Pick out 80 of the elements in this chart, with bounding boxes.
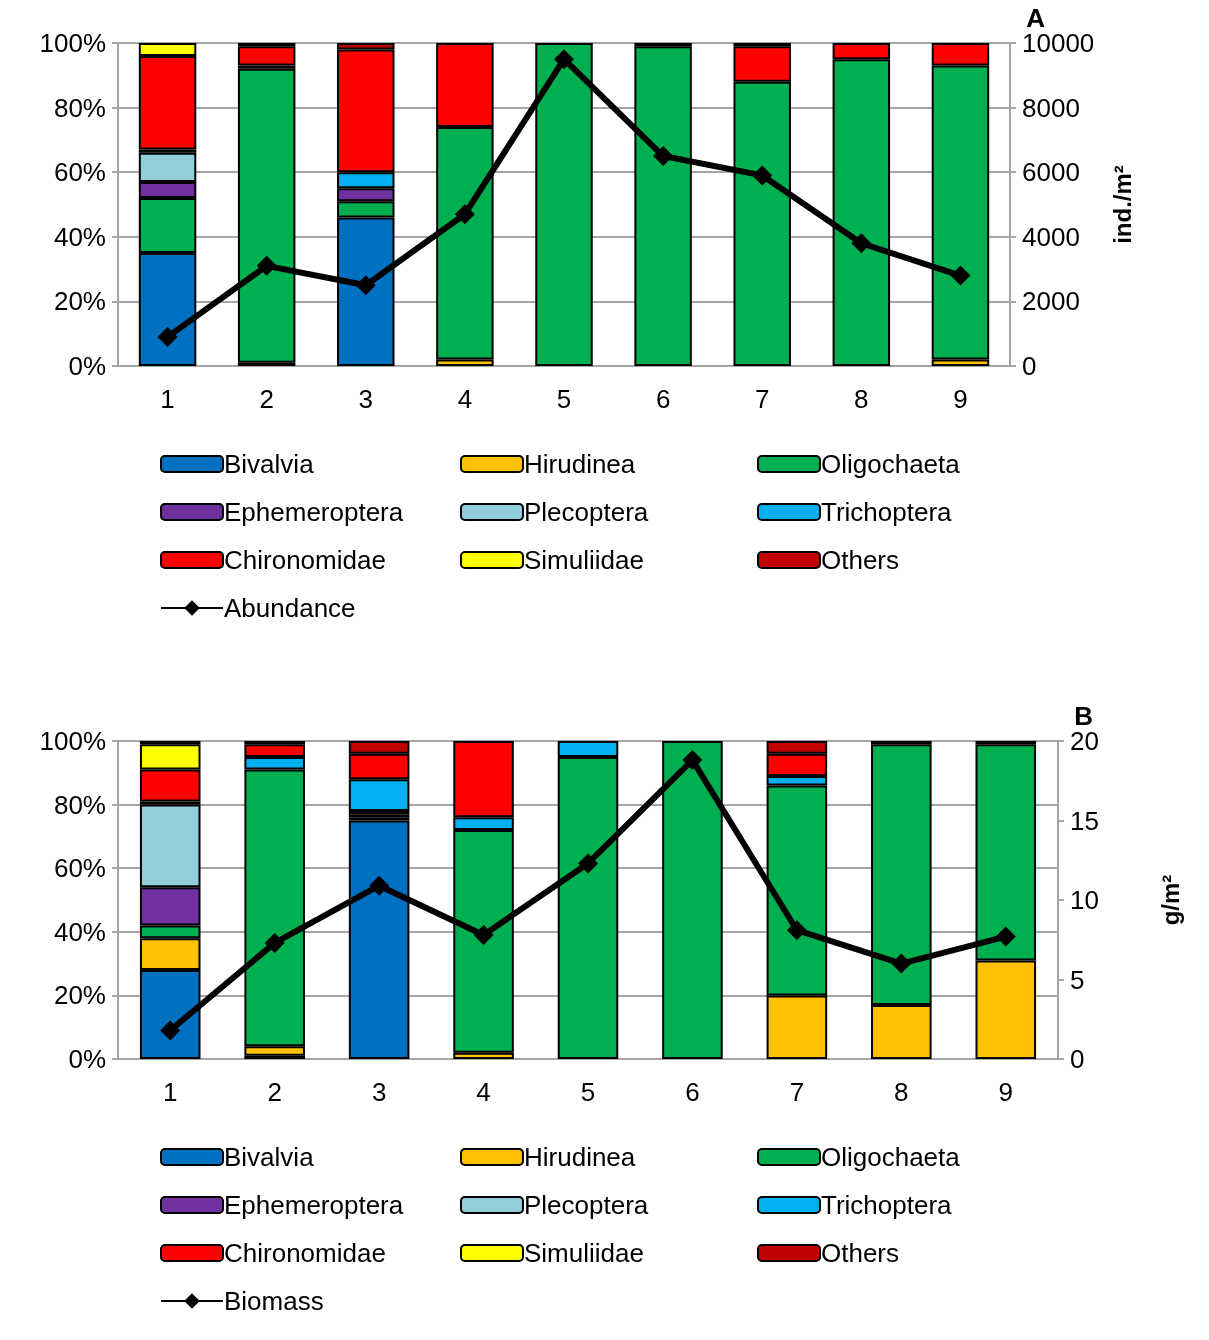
point [950, 265, 971, 286]
x-tick-label: 4 [457, 384, 473, 414]
legend-label: Simuliidae [524, 545, 644, 575]
point [355, 275, 376, 296]
y-tick-label: 100% [39, 726, 106, 756]
point [995, 926, 1016, 947]
x-tick-label: 1 [162, 1077, 178, 1107]
legend-label: Oligochaeta [821, 449, 961, 479]
legend-label: Ephemeroptera [224, 1190, 404, 1220]
legend-label: Abundance [224, 593, 356, 623]
x-tick-label: 9 [998, 1077, 1014, 1107]
y2-tick-label: 4000 [1022, 221, 1080, 252]
point [454, 204, 475, 225]
x-tick-label: 7 [789, 1077, 805, 1107]
point [369, 875, 390, 896]
y2-tick-label: 6000 [1022, 157, 1080, 188]
y2-axis-title: g/m² [1156, 874, 1184, 926]
point [682, 750, 703, 771]
y-tick-label: 0% [68, 1044, 106, 1074]
legend-label: Others [821, 1238, 900, 1268]
y-tick-label: 80% [53, 789, 106, 820]
y2-tick-label: 8000 [1022, 92, 1080, 123]
y2-tick-label: 5 [1070, 964, 1085, 995]
point [891, 953, 912, 974]
y-tick-label: 40% [53, 221, 106, 252]
point [473, 924, 494, 945]
legend-label: Bivalvia [224, 449, 315, 479]
x-tick-label: 4 [476, 1077, 491, 1107]
x-tick-label: 7 [754, 384, 770, 414]
legend-label: Hirudinea [524, 1142, 636, 1172]
y-tick-label: 100% [39, 28, 106, 58]
legend-label: Chironomidae [224, 545, 386, 575]
x-tick-label: 8 [854, 384, 869, 414]
x-tick-label: 5 [580, 1077, 596, 1107]
x-tick-label: 3 [371, 1077, 387, 1107]
y-tick-label: 0% [68, 351, 106, 381]
y2-tick-label: 10 [1070, 885, 1099, 915]
legend-label: Oligochaeta [821, 1142, 961, 1172]
legend-label: Bivalvia [224, 1142, 315, 1172]
y-tick-label: 20% [53, 980, 106, 1011]
x-tick-label: 6 [655, 384, 671, 414]
y-tick-label: 80% [53, 92, 106, 123]
point [157, 326, 178, 347]
y2-tick-label: 0 [1070, 1044, 1085, 1074]
point [554, 49, 574, 70]
legend-label: Biomass [224, 1286, 324, 1316]
legend-label: Others [821, 545, 900, 575]
legend-label: Trichoptera [821, 497, 953, 527]
x-tick-label: 6 [685, 1077, 700, 1107]
legend-label: Hirudinea [524, 449, 636, 479]
point [786, 920, 807, 941]
y2-tick-label: 0 [1022, 351, 1037, 381]
y2-tick-label: 15 [1070, 805, 1099, 836]
y2-tick-label: 2000 [1022, 286, 1080, 317]
legend-label: Ephemeroptera [224, 497, 404, 527]
x-tick-label: 5 [556, 384, 572, 414]
point [578, 853, 598, 874]
bar [237, 46, 296, 66]
point [160, 1020, 181, 1041]
y2-axis-title: ind./m² [1108, 165, 1136, 244]
legend-label: Plecoptera [524, 1190, 649, 1220]
y-tick-label: 20% [53, 286, 106, 317]
point [653, 146, 674, 167]
legend-label: Simuliidae [524, 1238, 644, 1268]
x-tick-label: 8 [894, 1077, 909, 1107]
legend-label: Chironomidae [224, 1238, 386, 1268]
point [851, 233, 872, 254]
x-tick-label: 1 [160, 384, 175, 414]
point [752, 165, 773, 186]
y-tick-label: 40% [53, 916, 106, 947]
y-tick-label: 60% [53, 853, 106, 884]
x-tick-label: 9 [953, 384, 968, 414]
legend-label: Plecoptera [524, 497, 649, 527]
legend-label: Trichoptera [821, 1190, 953, 1220]
x-tick-label: 3 [358, 384, 374, 414]
x-tick-label: 2 [267, 1077, 282, 1107]
y-tick-label: 60% [53, 157, 106, 188]
x-tick-label: 2 [259, 384, 274, 414]
point [264, 932, 285, 953]
point [256, 255, 277, 276]
